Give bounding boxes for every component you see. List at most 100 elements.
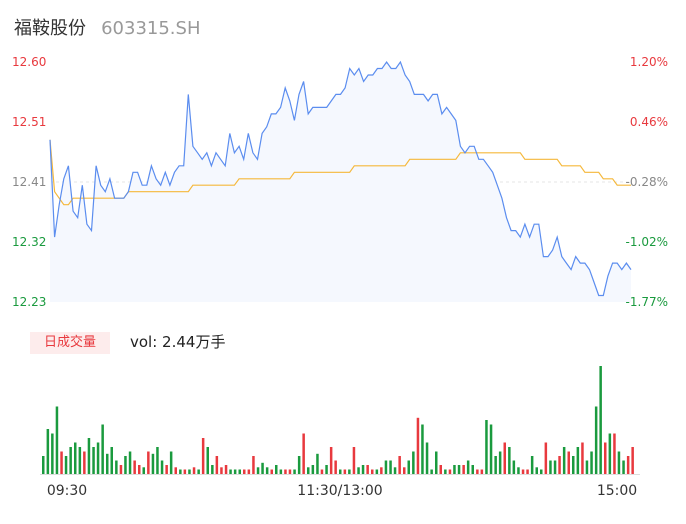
price-tick-label: 12.51 [12, 115, 46, 129]
volume-bar [192, 467, 196, 475]
volume-bar [74, 442, 77, 474]
volume-bar [412, 451, 415, 474]
volume-bar [407, 460, 410, 474]
volume-bar [421, 424, 424, 474]
volume-bar [211, 465, 214, 474]
volume-bar [466, 460, 470, 474]
stock-code: 603315.SH [101, 18, 201, 39]
volume-bar [224, 465, 228, 474]
volume-bar [329, 447, 333, 474]
volume-bar [444, 469, 447, 474]
volume-bar [503, 442, 506, 474]
volume-bar [549, 460, 552, 474]
volume-bar [567, 451, 570, 474]
price-line [49, 60, 632, 297]
volume-bar [83, 451, 86, 474]
volume-bar [476, 469, 479, 474]
volume-bar [179, 469, 182, 474]
volume-bar [480, 469, 484, 474]
volume-bar [316, 453, 319, 475]
volume-bar [229, 469, 232, 474]
time-tick-label: 09:30 [47, 483, 87, 499]
volume-bar [151, 453, 155, 475]
volume-bar [425, 442, 429, 474]
volume-bar [311, 465, 315, 474]
volume-bar [498, 451, 502, 474]
volume-bar [439, 465, 442, 474]
volume-bar [64, 456, 68, 474]
volume-bar [435, 451, 438, 474]
volume-bar [284, 469, 287, 474]
volume-bar [60, 451, 63, 474]
volume-bar [270, 469, 273, 474]
volume-bar [352, 447, 356, 474]
volume-bar [256, 467, 260, 475]
volume-bar [617, 451, 621, 474]
price-tick-label: 12.41 [12, 175, 46, 189]
time-tick-label: 11:30/13:00 [297, 483, 382, 499]
volume-bars [40, 366, 640, 475]
volume-bar [133, 460, 136, 474]
volume-bar [197, 469, 200, 474]
percent-tick-label: -1.02% [626, 235, 668, 249]
volume-bar [494, 456, 497, 474]
volume-bar [106, 453, 109, 475]
percent-tick-label: 1.20% [630, 55, 668, 69]
volume-bar [160, 460, 164, 474]
time-axis: 09:30 11:30/13:00 15:00 [47, 483, 637, 499]
volume-bar [334, 460, 337, 474]
volume-bar [69, 447, 72, 474]
volume-bar [215, 456, 219, 474]
volume-bar [540, 469, 543, 474]
volume-bar [302, 433, 305, 474]
percent-tick-label: 0.46% [630, 115, 668, 129]
volume-bar [142, 467, 145, 475]
volume-bar [206, 447, 209, 474]
volume-bar [631, 447, 634, 474]
volume-bar [238, 469, 241, 474]
volume-bar [92, 447, 95, 474]
volume-bar [247, 469, 251, 474]
volume-bar [604, 442, 607, 474]
volume-bar [389, 460, 392, 474]
volume-bar [585, 460, 589, 474]
volume-bar [384, 460, 388, 474]
volume-bar [462, 465, 465, 474]
volume-bar [174, 467, 177, 475]
volume-bar [453, 465, 456, 474]
volume-bar [366, 465, 369, 474]
volume-bar [275, 465, 278, 474]
volume-bar [599, 366, 602, 474]
volume-bar [169, 451, 173, 474]
volume-tab[interactable]: 日成交量 [30, 332, 110, 354]
volume-bar [55, 406, 59, 474]
volume-bar [535, 467, 538, 475]
volume-bar [124, 456, 127, 474]
price-axis: 12.60 12.51 12.41 12.32 12.23 [12, 55, 46, 309]
volume-bar [265, 467, 269, 475]
stock-header: 福鞍股份 603315.SH [14, 14, 201, 39]
volume-bar [403, 467, 406, 475]
volume-bar [512, 460, 516, 474]
volume-bar [613, 433, 616, 474]
volume-bar [261, 462, 264, 475]
volume-bar [485, 420, 488, 474]
volume-bar [430, 469, 433, 474]
price-tick-label: 12.23 [12, 295, 46, 309]
volume-bar [183, 469, 187, 474]
volume-bar [562, 447, 566, 474]
stock-name: 福鞍股份 [14, 18, 86, 39]
volume-bar [233, 469, 237, 474]
volume-bar [307, 467, 310, 475]
volume-bar [581, 442, 584, 474]
volume-bar [252, 456, 255, 474]
volume-bar [594, 406, 598, 474]
price-tick-label: 12.60 [12, 55, 46, 69]
volume-bar [361, 465, 365, 474]
volume-bar [457, 465, 461, 474]
volume-bar [279, 469, 283, 474]
volume-bar [46, 429, 50, 474]
price-area-fill [50, 62, 631, 302]
volume-bar [165, 465, 168, 474]
